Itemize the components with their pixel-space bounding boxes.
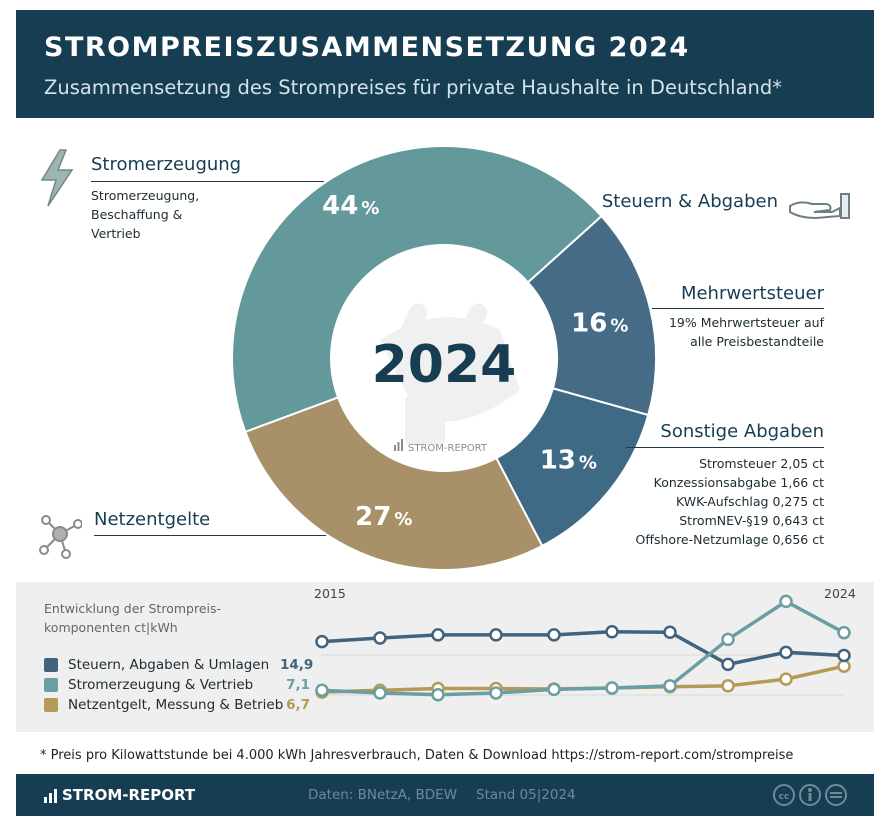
stromerzeugung-desc-2: Beschaffung & <box>91 207 183 222</box>
donut-slice-mehrwertsteuer <box>526 214 657 417</box>
line-chart-start-year: 2015 <box>314 586 346 601</box>
legend-netz: Netzentgelt, Messung & Betrieb 6,7 <box>44 696 310 714</box>
legend-swatch-netz <box>44 698 58 712</box>
brand-logo-icon <box>44 789 57 803</box>
footnote: * Preis pro Kilowattstunde bei 4.000 kWh… <box>40 748 794 763</box>
steuern-title: Steuern & Abgaben <box>601 191 778 212</box>
sonstige-desc-4: StromNEV-§19 0,643 ct <box>679 513 824 528</box>
cc-license-icons: cc <box>773 784 847 806</box>
stromerzeugung-desc-3: Vertrieb <box>91 226 141 241</box>
plug-icon <box>380 303 520 445</box>
donut-slice-stromerzeugung <box>231 145 603 434</box>
stromerzeugung-rule <box>91 181 324 182</box>
mwst-rule <box>652 308 824 309</box>
donut-center-label: 2024 <box>372 335 517 395</box>
legend-value-strom: 7,1 <box>286 677 310 693</box>
line-chart-title-1: Entwicklung der Strompreis- <box>44 601 222 616</box>
page-title: STROMPREISZUSAMMENSETZUNG 2024 <box>44 32 690 63</box>
line-chart-end-year: 2024 <box>824 586 856 601</box>
legend-label-steuern: Steuern, Abgaben & Umlagen <box>68 657 270 673</box>
donut-value-label: 16% <box>571 308 628 338</box>
nd-icon <box>825 784 847 806</box>
page-subtitle: Zusammensetzung des Strompreises für pri… <box>44 76 783 99</box>
sonstige-title: Sonstige Abgaben <box>660 421 824 442</box>
sonstige-desc-5: Offshore-Netzumlage 0,656 ct <box>635 532 824 547</box>
legend-value-steuern: 14,9 <box>280 657 314 673</box>
donut-value-label: 44% <box>322 191 379 221</box>
footer-date: Stand 05|2024 <box>476 787 576 803</box>
cc-icon <box>773 784 795 806</box>
header-banner: STROMPREISZUSAMMENSETZUNG 2024 Zusammens… <box>16 10 874 118</box>
sonstige-desc-3: KWK-Aufschlag 0,275 ct <box>676 494 824 509</box>
legend-label-strom: Stromerzeugung & Vertrieb <box>68 677 254 693</box>
netzentgelte-title: Netzentgelte <box>94 509 211 530</box>
mwst-desc-2: alle Preisbestandteile <box>690 334 824 349</box>
stromerzeugung-desc-1: Stromerzeugung, <box>91 188 200 203</box>
watermark-text: STROM-REPORT <box>408 443 488 454</box>
legend-strom: Stromerzeugung & Vertrieb 7,1 <box>44 676 310 694</box>
sonstige-desc-1: Stromsteuer 2,05 ct <box>699 456 824 471</box>
legend-swatch-steuern <box>44 658 58 672</box>
donut-slice-netzentgelte <box>244 396 544 571</box>
legend-steuern: Steuern, Abgaben & Umlagen 14,9 <box>44 656 314 674</box>
network-icon <box>39 515 82 559</box>
legend-label-netz: Netzentgelt, Messung & Betrieb <box>68 697 284 713</box>
watermark-logo: STROM-REPORT <box>394 439 488 454</box>
lightning-icon <box>40 149 74 207</box>
svg-text:cc: cc <box>779 792 790 802</box>
donut-value-label: 27% <box>355 502 412 532</box>
hand-icon <box>789 193 850 220</box>
footer-source: Daten: BNetzA, BDEW <box>308 787 458 803</box>
sonstige-desc-2: Konzessionsabgabe 1,66 ct <box>653 475 824 490</box>
footer-brand: STROM-REPORT <box>62 786 196 804</box>
by-icon <box>799 784 821 806</box>
footer-bar: STROM-REPORT Daten: BNetzA, BDEW Stand 0… <box>16 774 874 816</box>
donut-value-label: 13% <box>540 446 597 476</box>
stromerzeugung-title: Stromerzeugung <box>91 154 242 175</box>
line-chart-title-2: komponenten ct|kWh <box>44 620 178 635</box>
mwst-desc-1: 19% Mehrwertsteuer auf <box>668 315 824 330</box>
legend-swatch-strom <box>44 678 58 692</box>
netzentgelte-rule <box>94 535 326 536</box>
donut-chart: 2024 STROM-REPORT 44 % 16 % 13 % 27% <box>231 145 657 571</box>
legend-value-netz: 6,7 <box>286 697 310 713</box>
sonstige-rule <box>626 447 824 448</box>
mwst-title: Mehrwertsteuer <box>680 283 824 304</box>
